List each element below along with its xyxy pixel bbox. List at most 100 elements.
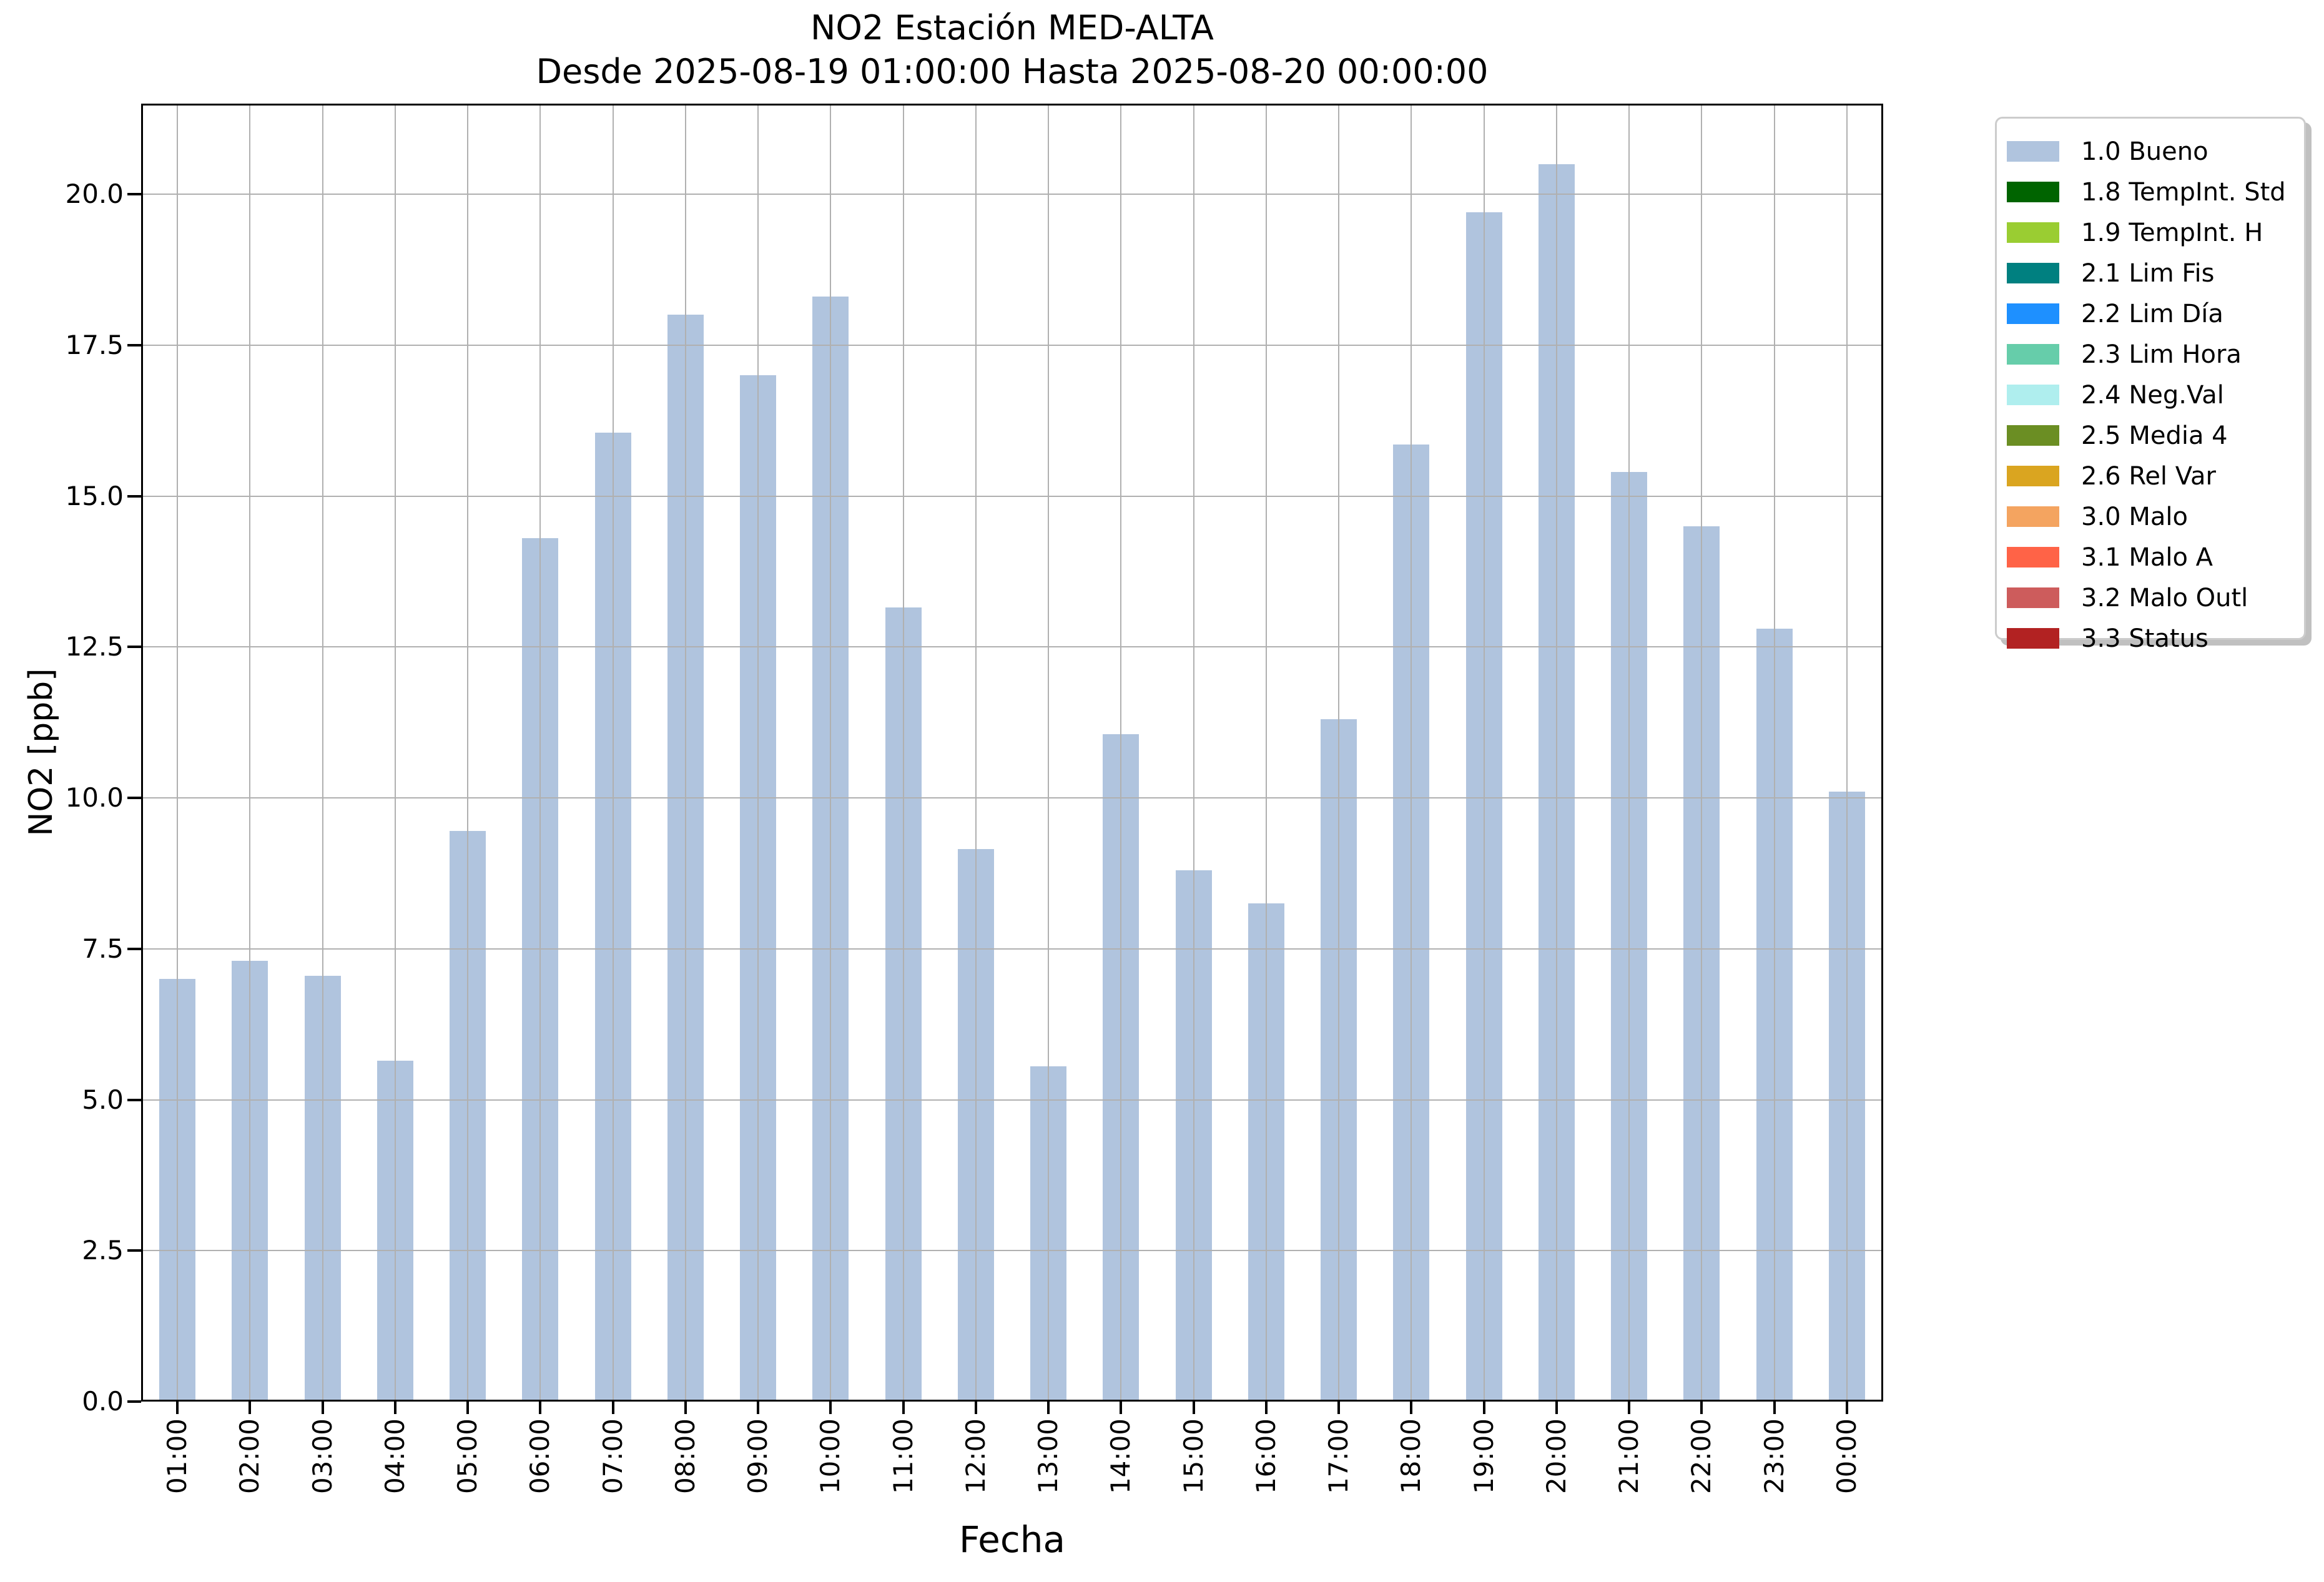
- y-tick-label: 12.5: [65, 631, 124, 662]
- x-tick-mark: [1628, 1402, 1631, 1414]
- legend-swatch-icon: [2007, 344, 2059, 365]
- v-gridline: [1265, 104, 1267, 1402]
- v-gridline: [249, 104, 251, 1402]
- legend-swatch-icon: [2007, 506, 2059, 527]
- legend-item: 3.2 Malo Outl: [2007, 577, 2304, 618]
- x-axis-label: Fecha: [958, 1518, 1066, 1561]
- v-gridline: [1483, 104, 1485, 1402]
- x-tick-label: 21:00: [1613, 1418, 1645, 1495]
- legend-swatch-icon: [2007, 385, 2059, 405]
- y-tick-label: 10.0: [65, 782, 124, 813]
- legend-item: 2.3 Lim Hora: [2007, 334, 2304, 375]
- v-gridline: [539, 104, 541, 1402]
- y-tick-mark: [127, 193, 141, 196]
- y-tick-mark: [127, 1098, 141, 1101]
- y-tick-mark: [127, 1249, 141, 1252]
- legend-label: 3.3 Status: [2081, 624, 2208, 653]
- v-gridline: [1048, 104, 1050, 1402]
- x-tick-mark: [1047, 1402, 1050, 1414]
- legend-label: 1.8 TempInt. Std: [2081, 177, 2286, 207]
- x-tick-label: 11:00: [887, 1418, 918, 1495]
- x-tick-label: 08:00: [669, 1418, 701, 1495]
- v-gridline: [1411, 104, 1412, 1402]
- legend-label: 2.5 Media 4: [2081, 421, 2228, 450]
- legend-item: 2.1 Lim Fis: [2007, 253, 2304, 293]
- v-gridline: [684, 104, 686, 1402]
- h-gridline: [141, 797, 1883, 799]
- y-tick-mark: [127, 494, 141, 498]
- x-tick-mark: [321, 1402, 324, 1414]
- x-tick-mark: [611, 1402, 614, 1414]
- v-gridline: [1773, 104, 1775, 1402]
- x-tick-label: 12:00: [960, 1418, 991, 1495]
- x-tick-mark: [539, 1402, 542, 1414]
- x-tick-mark: [902, 1402, 905, 1414]
- v-gridline: [1120, 104, 1122, 1402]
- legend-item: 1.8 TempInt. Std: [2007, 172, 2304, 212]
- h-gridline: [141, 344, 1883, 346]
- x-tick-mark: [1700, 1402, 1703, 1414]
- x-tick-mark: [1120, 1402, 1123, 1414]
- h-gridline: [141, 1250, 1883, 1252]
- legend-label: 2.4 Neg.Val: [2081, 380, 2224, 410]
- v-gridline: [830, 104, 832, 1402]
- x-tick-label: 06:00: [524, 1418, 556, 1495]
- v-gridline: [394, 104, 396, 1402]
- x-tick-label: 07:00: [597, 1418, 628, 1495]
- x-tick-label: 18:00: [1396, 1418, 1427, 1495]
- x-tick-label: 22:00: [1686, 1418, 1717, 1495]
- v-gridline: [1193, 104, 1194, 1402]
- x-tick-mark: [249, 1402, 252, 1414]
- legend-swatch-icon: [2007, 628, 2059, 649]
- legend-item: 1.9 TempInt. H: [2007, 212, 2304, 253]
- x-tick-label: 16:00: [1250, 1418, 1281, 1495]
- legend-label: 1.0 Bueno: [2081, 137, 2208, 166]
- h-gridline: [141, 495, 1883, 497]
- v-gridline: [902, 104, 904, 1402]
- legend-label: 3.0 Malo: [2081, 502, 2188, 531]
- x-tick-label: 03:00: [307, 1418, 338, 1495]
- x-tick-mark: [176, 1402, 179, 1414]
- legend-label: 1.9 TempInt. H: [2081, 218, 2263, 247]
- x-tick-label: 01:00: [162, 1418, 193, 1495]
- x-tick-label: 14:00: [1105, 1418, 1136, 1495]
- y-tick-label: 0.0: [82, 1386, 124, 1417]
- x-tick-label: 02:00: [234, 1418, 265, 1495]
- legend-swatch-icon: [2007, 141, 2059, 162]
- x-tick-mark: [466, 1402, 470, 1414]
- chart-subtitle: Desde 2025-08-19 01:00:00 Hasta 2025-08-…: [536, 52, 1489, 91]
- y-tick-label: 7.5: [82, 933, 124, 964]
- x-tick-mark: [1555, 1402, 1558, 1414]
- legend-label: 2.3 Lim Hora: [2081, 340, 2242, 369]
- chart-title: NO2 Estación MED-ALTA: [810, 8, 1214, 47]
- legend-label: 3.1 Malo A: [2081, 543, 2213, 572]
- legend-item: 1.0 Bueno: [2007, 131, 2304, 172]
- x-tick-label: 23:00: [1758, 1418, 1790, 1495]
- x-tick-mark: [1192, 1402, 1195, 1414]
- x-tick-label: 09:00: [742, 1418, 774, 1495]
- x-tick-mark: [684, 1402, 687, 1414]
- x-tick-mark: [393, 1402, 396, 1414]
- x-tick-label: 15:00: [1178, 1418, 1209, 1495]
- h-gridline: [141, 1099, 1883, 1101]
- y-tick-mark: [127, 1400, 141, 1403]
- y-tick-label: 2.5: [82, 1235, 124, 1266]
- legend-label: 2.6 Rel Var: [2081, 461, 2216, 491]
- legend-item: 2.5 Media 4: [2007, 415, 2304, 456]
- y-tick-label: 15.0: [65, 480, 124, 511]
- x-tick-mark: [1337, 1402, 1341, 1414]
- legend-swatch-icon: [2007, 547, 2059, 567]
- legend-swatch-icon: [2007, 425, 2059, 446]
- x-tick-label: 20:00: [1540, 1418, 1572, 1495]
- legend-swatch-icon: [2007, 263, 2059, 283]
- x-tick-label: 17:00: [1323, 1418, 1354, 1495]
- y-tick-label: 20.0: [65, 179, 124, 210]
- y-tick-mark: [127, 343, 141, 346]
- h-gridline: [141, 194, 1883, 195]
- x-tick-label: 13:00: [1033, 1418, 1064, 1495]
- legend-item: 3.0 Malo: [2007, 496, 2304, 537]
- x-tick-label: 19:00: [1468, 1418, 1499, 1495]
- x-tick-mark: [974, 1402, 977, 1414]
- x-tick-mark: [1773, 1402, 1776, 1414]
- v-gridline: [1701, 104, 1703, 1402]
